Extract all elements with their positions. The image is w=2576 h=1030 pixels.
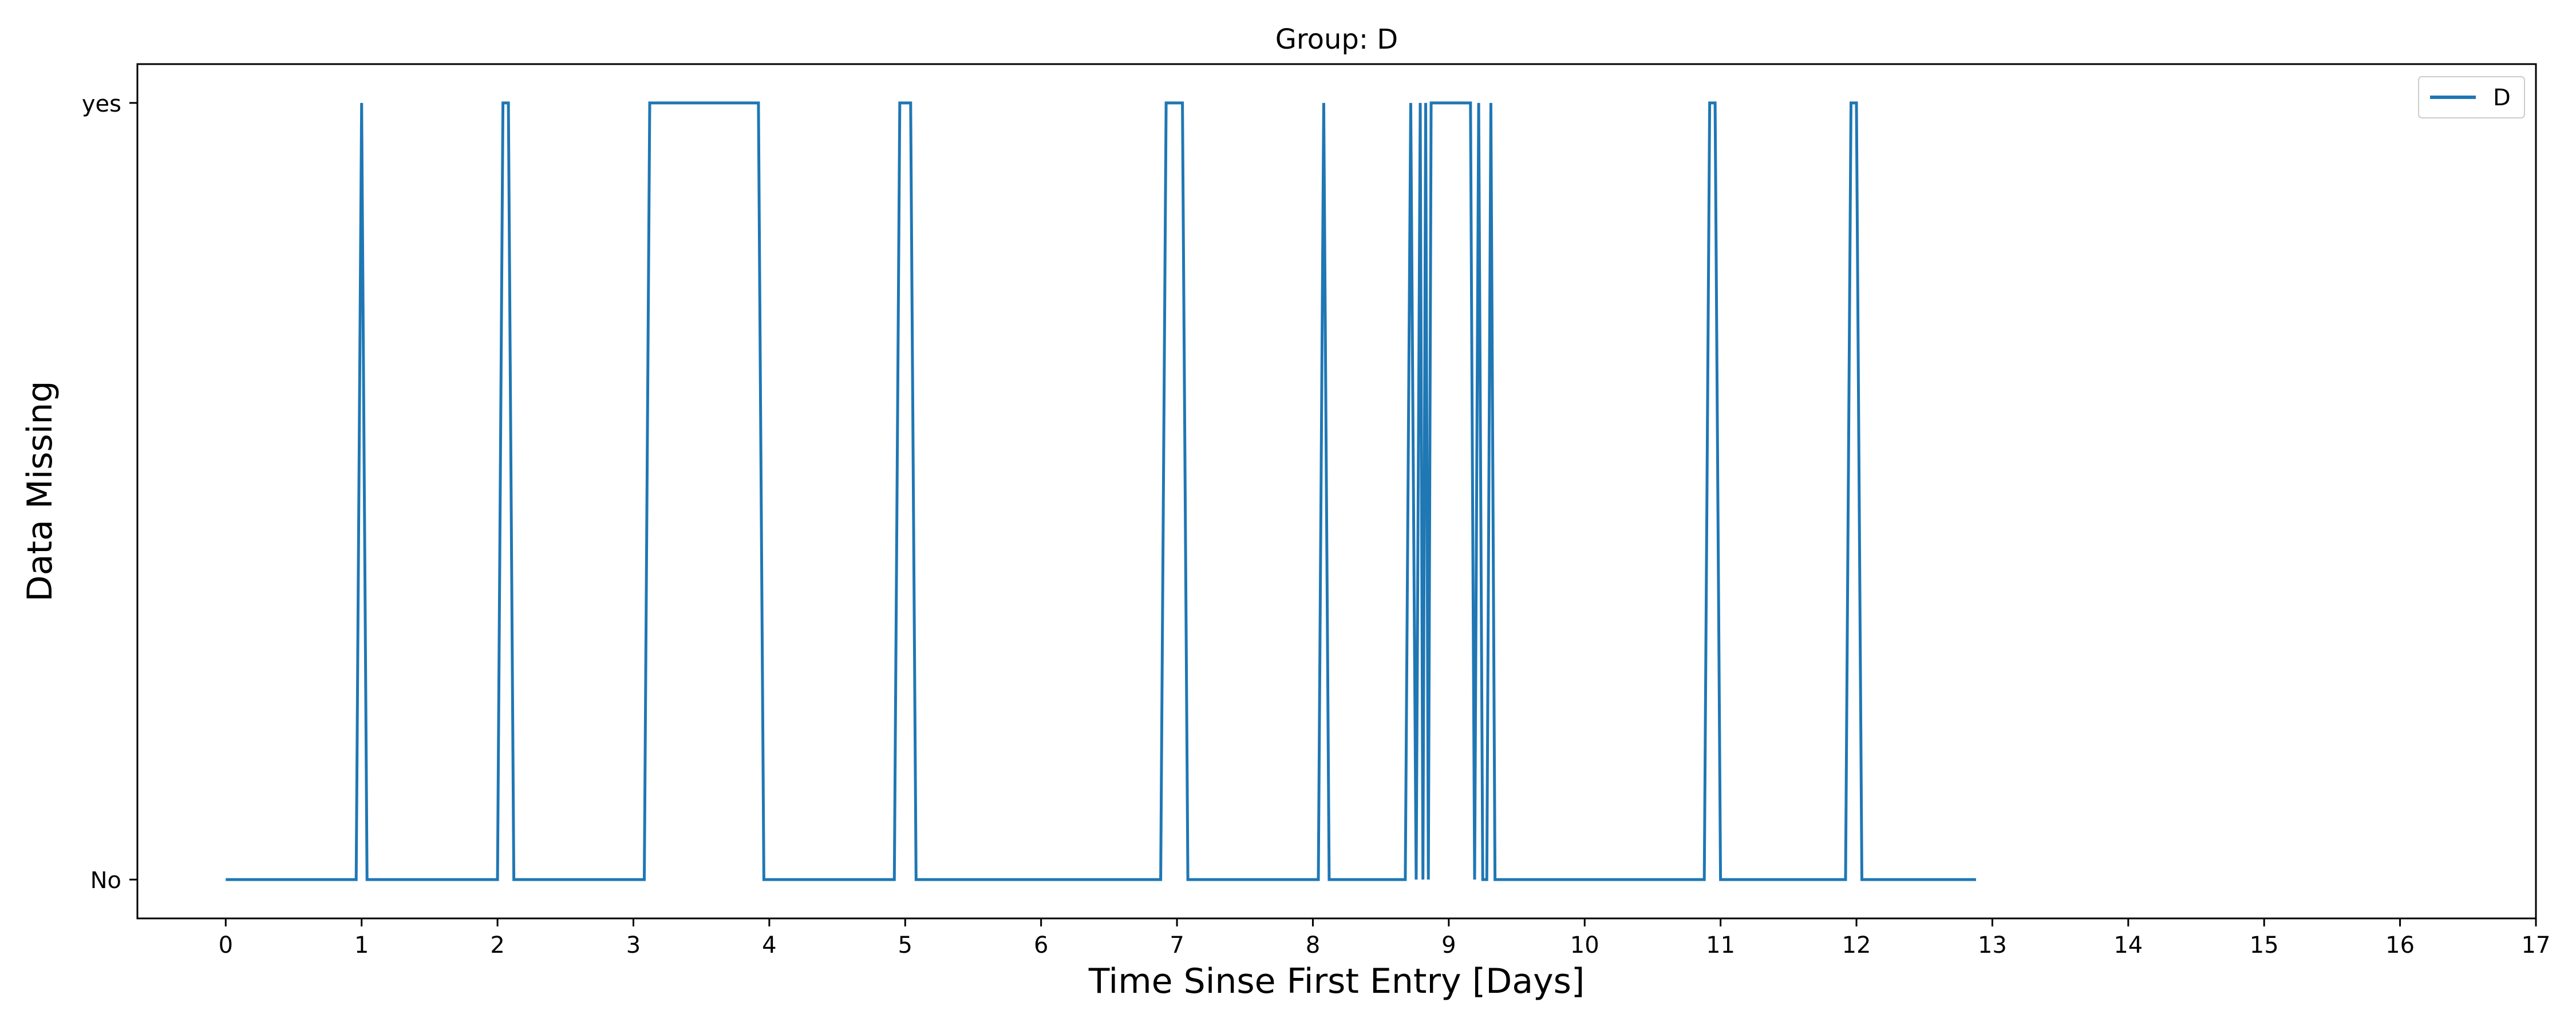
x-tick-label: 10 bbox=[1570, 932, 1599, 958]
x-tick-label: 17 bbox=[2522, 932, 2551, 958]
x-axis-label: Time Sinse First Entry [Days] bbox=[1088, 961, 1585, 1001]
x-tick-label: 8 bbox=[1306, 932, 1320, 958]
x-tick-label: 4 bbox=[762, 932, 776, 958]
x-tick-label: 0 bbox=[219, 932, 233, 958]
x-tick-label: 13 bbox=[1978, 932, 2007, 958]
x-tick-label: 7 bbox=[1170, 932, 1184, 958]
x-tick-label: 11 bbox=[1706, 932, 1735, 958]
x-tick-label: 15 bbox=[2250, 932, 2279, 958]
y-axis-label: Data Missing bbox=[20, 381, 60, 601]
chart-title: Group: D bbox=[1275, 23, 1398, 56]
x-tick-label: 12 bbox=[1842, 932, 1871, 958]
x-tick-label: 16 bbox=[2385, 932, 2415, 958]
series-line-d bbox=[226, 101, 1976, 881]
x-tick-label: 14 bbox=[2113, 932, 2143, 958]
x-tick-label: 9 bbox=[1441, 932, 1456, 958]
x-tick-label: 6 bbox=[1034, 932, 1048, 958]
plot-area bbox=[226, 101, 1976, 881]
y-tick-label: No bbox=[90, 867, 121, 894]
y-tick-label: yes bbox=[82, 91, 121, 117]
x-tick-label: 3 bbox=[626, 932, 641, 958]
x-tick-label: 5 bbox=[898, 932, 912, 958]
legend: D bbox=[2418, 76, 2525, 118]
x-tick-label: 2 bbox=[490, 932, 504, 958]
x-axis-ticks: 0 1 2 3 4 5 6 7 8 9 10 11 12 13 14 15 16 17 bbox=[219, 918, 2551, 958]
y-axis-ticks: No yes bbox=[82, 91, 137, 894]
x-tick-label: 1 bbox=[354, 932, 369, 958]
legend-label-d: D bbox=[2493, 85, 2511, 111]
axes-frame bbox=[136, 63, 2537, 920]
